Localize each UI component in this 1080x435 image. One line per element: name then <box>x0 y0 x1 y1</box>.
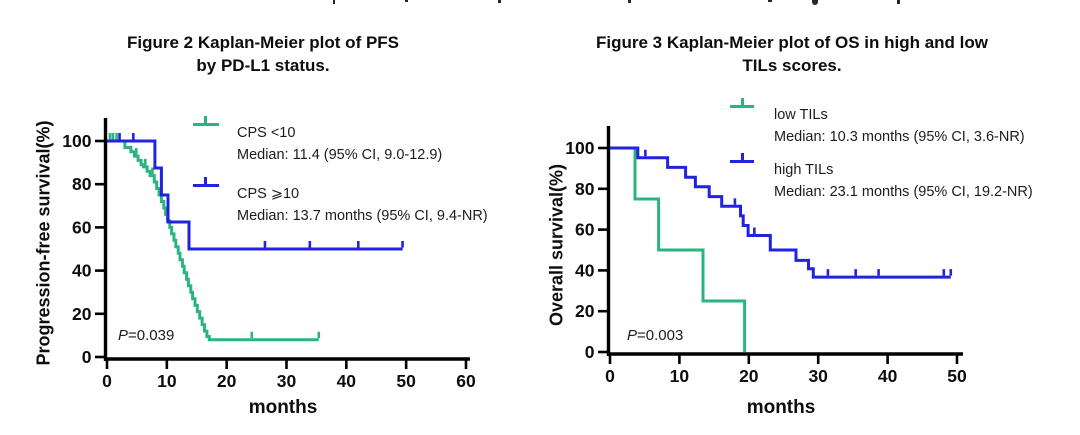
y-tick-label: 60 <box>575 220 595 240</box>
cropped-text-remnant-mark <box>812 0 818 5</box>
chart1-title: Figure 2 Kaplan-Meier plot of PFS by PD-… <box>60 31 466 77</box>
x-tick-label: 50 <box>396 371 416 391</box>
x-tick-label: 0 <box>605 366 615 386</box>
y-tick-label: 100 <box>565 138 594 158</box>
x-tick-label: 10 <box>157 371 177 391</box>
km-censor-line-swatch <box>193 177 219 187</box>
x-tick-label: 10 <box>670 366 690 386</box>
chart1-x-axis-title: months <box>248 397 318 418</box>
x-tick-label: 60 <box>456 371 476 391</box>
x-tick-label: 30 <box>808 366 828 386</box>
chart2-x-axis-title: months <box>746 397 816 418</box>
x-tick-label: 40 <box>878 366 898 386</box>
legend-series-median: Median: 11.4 (95% CI, 9.0-12.9) <box>237 146 443 163</box>
km-curve-high-tils <box>610 146 951 279</box>
cropped-text-remnant-mark <box>405 0 408 2</box>
cropped-text-remnant-mark <box>628 0 631 3</box>
y-tick-label: 60 <box>72 217 92 237</box>
p-symbol: P <box>627 327 638 344</box>
y-tick-label: 0 <box>82 347 92 367</box>
km-curve-low-tils <box>610 146 747 352</box>
cropped-text-remnant-mark <box>498 0 501 3</box>
chart2-p-value: P=0.003 <box>627 327 683 344</box>
y-tick-label: 80 <box>575 179 595 199</box>
legend-series-name: low TILs <box>774 107 828 123</box>
legend-series-median: Median: 10.3 months (95% CI, 3.6-NR) <box>774 128 1025 145</box>
legend-series-median: Median: 13.7 months (95% CI, 9.4-NR) <box>237 207 488 224</box>
p-symbol: P <box>118 327 129 344</box>
chart1-legend-item-cps-ge10: CPS ⩾10 Median: 13.7 months (95% CI, 9.4… <box>193 177 488 227</box>
legend-series-name: CPS ⩾10 <box>237 186 300 202</box>
x-tick-label: 20 <box>739 366 759 386</box>
cropped-text-remnant-mark <box>897 0 900 4</box>
y-tick-label: 40 <box>72 261 92 281</box>
legend-series-median: Median: 23.1 months (95% CI, 19.2-NR) <box>774 183 1033 200</box>
km-censor-line-swatch <box>730 98 754 108</box>
chart2-legend-item-high-tils: high TILs Median: 23.1 months (95% CI, 1… <box>730 153 1033 203</box>
x-tick-label: 50 <box>947 366 967 386</box>
p-number: =0.039 <box>128 327 175 344</box>
x-tick-label: 0 <box>102 371 112 391</box>
km-curve-cps-10 <box>107 139 319 342</box>
legend-series-name: high TILs <box>774 162 834 178</box>
km-censor-line-swatch <box>730 153 754 163</box>
chart2-title-line2: TILs scores. <box>742 56 842 75</box>
chart1-y-axis-title: Progression-free survival(%) <box>33 120 54 366</box>
chart2-title: Figure 3 Kaplan-Meier plot of OS in high… <box>545 31 1039 77</box>
chart1-title-line2: by PD-L1 status. <box>196 56 330 75</box>
chart2-y-axis-title: Overall survival(%) <box>546 163 567 327</box>
chart1-title-line1: Figure 2 Kaplan-Meier plot of PFS <box>126 33 400 52</box>
y-tick-label: 80 <box>72 174 92 194</box>
y-tick-label: 20 <box>575 301 595 321</box>
y-tick-label: 100 <box>62 131 91 151</box>
cropped-text-remnant-mark <box>333 0 335 4</box>
x-tick-label: 30 <box>277 371 297 391</box>
chart2-legend-item-low-tils: low TILs Median: 10.3 months (95% CI, 3.… <box>730 98 1025 148</box>
x-tick-label: 40 <box>337 371 357 391</box>
y-tick-label: 0 <box>585 342 595 362</box>
chart1-legend-item-cps-lt10: CPS <10 Median: 11.4 (95% CI, 9.0-12.9) <box>193 116 443 166</box>
p-number: =0.003 <box>637 327 684 344</box>
cropped-text-remnant-mark <box>768 0 772 2</box>
legend-series-name: CPS <10 <box>237 125 296 141</box>
chart2-title-line1: Figure 3 Kaplan-Meier plot of OS in high… <box>596 33 988 52</box>
km-curve-cps-10 <box>107 139 403 251</box>
y-tick-label: 40 <box>575 260 595 280</box>
chart1-p-value: P=0.039 <box>118 327 174 344</box>
km-censor-line-swatch <box>193 116 219 126</box>
y-tick-label: 20 <box>72 304 92 324</box>
x-tick-label: 20 <box>217 371 237 391</box>
